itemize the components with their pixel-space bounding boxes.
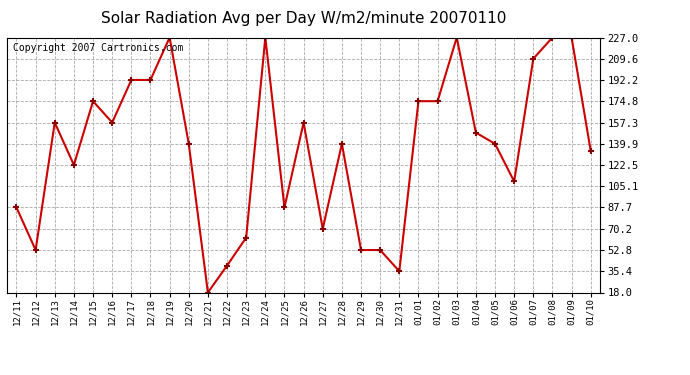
Text: Copyright 2007 Cartronics.com: Copyright 2007 Cartronics.com [13,43,184,52]
Text: Solar Radiation Avg per Day W/m2/minute 20070110: Solar Radiation Avg per Day W/m2/minute … [101,11,506,26]
